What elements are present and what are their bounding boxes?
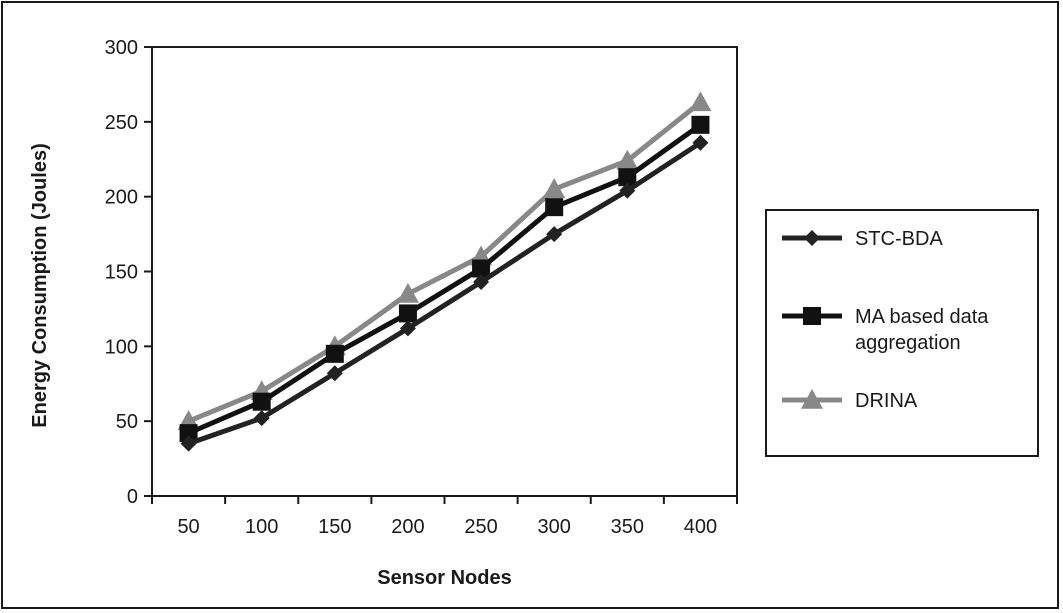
y-tick-label: 300	[105, 37, 138, 59]
data-point-ma-based-data-aggregation	[691, 115, 710, 134]
data-point-stc-bda	[326, 365, 343, 382]
legend-marker-ma-based-data-aggregation	[803, 307, 821, 325]
y-tick-label: 50	[116, 411, 138, 433]
data-point-ma-based-data-aggregation	[325, 344, 344, 363]
legend-label-ma-based-data-aggregation: MA based data	[855, 306, 989, 328]
legend-label-drina: DRINA	[855, 390, 918, 412]
x-tick-label: 300	[538, 516, 571, 538]
y-tick-label: 0	[127, 486, 138, 508]
data-point-ma-based-data-aggregation	[252, 392, 271, 411]
data-point-drina	[689, 91, 712, 112]
data-point-stc-bda	[692, 134, 709, 151]
data-point-stc-bda	[399, 320, 416, 337]
y-tick-label: 100	[105, 336, 138, 358]
y-tick-label: 150	[105, 262, 138, 284]
data-point-drina	[543, 178, 566, 198]
data-point-drina	[616, 149, 639, 170]
y-tick-label: 250	[105, 112, 138, 134]
series-line-stc-bda	[187, 140, 702, 446]
legend-marker-drina	[801, 389, 823, 409]
y-axis-title: Energy Consumption (Joules)	[29, 143, 51, 427]
data-point-stc-bda	[473, 273, 490, 290]
x-tick-label: 50	[177, 516, 199, 538]
x-tick-label: 250	[464, 516, 497, 538]
x-tick-label: 150	[318, 516, 351, 538]
legend-box	[765, 209, 1039, 457]
data-point-stc-bda	[180, 435, 197, 452]
legend-label-ma-based-data-aggregation: aggregation	[855, 332, 961, 354]
data-point-stc-bda	[253, 410, 270, 427]
data-point-stc-bda	[619, 182, 636, 199]
plot-area	[151, 46, 738, 497]
x-tick-label: 350	[611, 516, 644, 538]
data-point-ma-based-data-aggregation	[398, 304, 417, 323]
x-tick-label: 400	[684, 516, 717, 538]
legend-marker-stc-bda	[804, 230, 820, 246]
x-tick-label: 100	[245, 516, 278, 538]
data-point-ma-based-data-aggregation	[545, 198, 564, 217]
legend-label-stc-bda: STC-BDA	[855, 228, 943, 250]
y-tick-label: 200	[105, 187, 138, 209]
x-tick-label: 200	[391, 516, 424, 538]
data-point-ma-based-data-aggregation	[472, 259, 491, 278]
series-line-drina	[187, 100, 702, 424]
data-point-drina	[396, 282, 419, 303]
data-point-stc-bda	[546, 226, 563, 243]
data-point-ma-based-data-aggregation	[179, 424, 198, 443]
x-axis-title: Sensor Nodes	[377, 567, 511, 589]
series-line-ma-based-data-aggregation	[187, 122, 702, 436]
data-point-ma-based-data-aggregation	[618, 168, 637, 187]
